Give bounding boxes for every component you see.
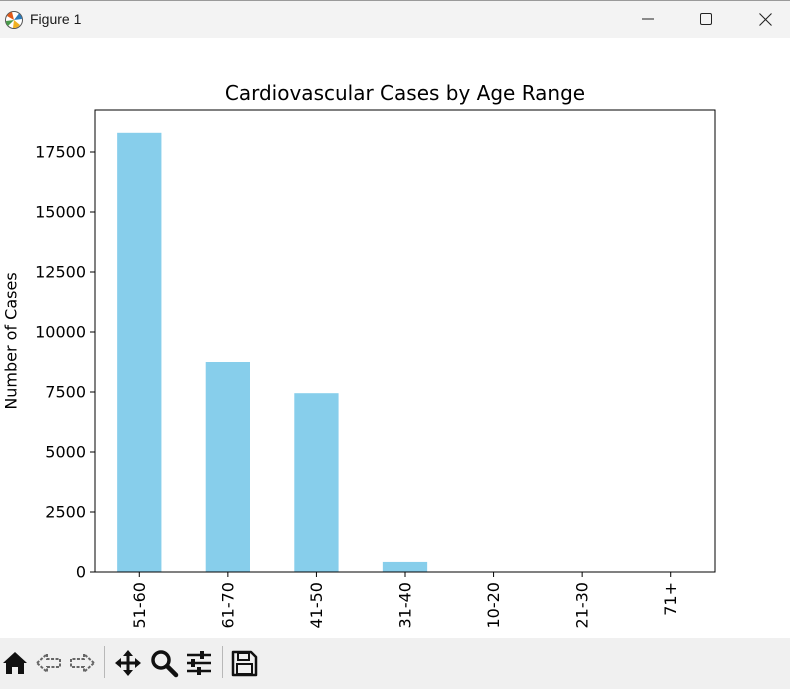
chart-title: Cardiovascular Cases by Age Range [224,81,586,105]
forward-icon [70,651,96,675]
save-icon [231,650,258,677]
close-icon [759,13,772,26]
y-tick-label: 0 [76,563,86,582]
maximize-icon [700,13,712,25]
window-titlebar: Figure 1 [0,0,790,38]
x-tick-label: 51-60 [130,582,149,629]
save-button[interactable] [229,648,259,678]
navigation-toolbar [0,638,790,689]
x-tick-label: 61-70 [218,582,237,629]
back-button[interactable] [34,648,64,678]
configure-subplots-icon [187,651,211,675]
close-button[interactable] [742,1,788,38]
forward-button[interactable] [67,648,97,678]
configure-subplots-button[interactable] [184,648,214,678]
y-tick-label: 5000 [45,443,86,462]
x-tick-label: 21-30 [573,582,592,629]
y-tick-label: 2500 [45,503,86,522]
x-tick-label: 31-40 [396,582,415,629]
home-button[interactable] [0,648,30,678]
bar-61-70 [205,362,250,572]
bar-51-60 [117,132,162,573]
x-tick-label: 10-20 [484,582,503,629]
y-tick-label: 17500 [35,143,86,162]
matplotlib-logo-icon [4,10,24,30]
x-tick-label: 41-50 [307,582,326,629]
maximize-button[interactable] [683,1,729,38]
y-tick-label: 10000 [35,323,86,342]
bar-31-40 [382,561,428,572]
zoom-icon [151,650,179,678]
pan-icon [115,650,141,676]
pan-button[interactable] [113,648,143,678]
toolbar-separator [104,646,105,678]
zoom-button[interactable] [149,648,179,678]
y-tick-label: 7500 [45,383,86,402]
y-tick-label: 12500 [35,263,86,282]
plot-area[interactable]: 0 2500 5000 7500 10000 12500 15000 17500 51-60 61… [0,38,790,638]
x-tick-label: 71+ [661,582,680,616]
y-tick-label: 15000 [35,203,86,222]
toolbar-separator [222,646,223,678]
axes-frame [94,109,716,573]
home-icon [3,652,27,674]
bar-41-50 [294,393,339,572]
figure-canvas: Cardiovascular Cases by Age Range Number… [0,38,790,638]
back-icon [35,651,61,675]
window-title: Figure 1 [30,11,82,27]
minimize-button[interactable] [625,1,671,38]
minimize-icon [642,18,654,20]
